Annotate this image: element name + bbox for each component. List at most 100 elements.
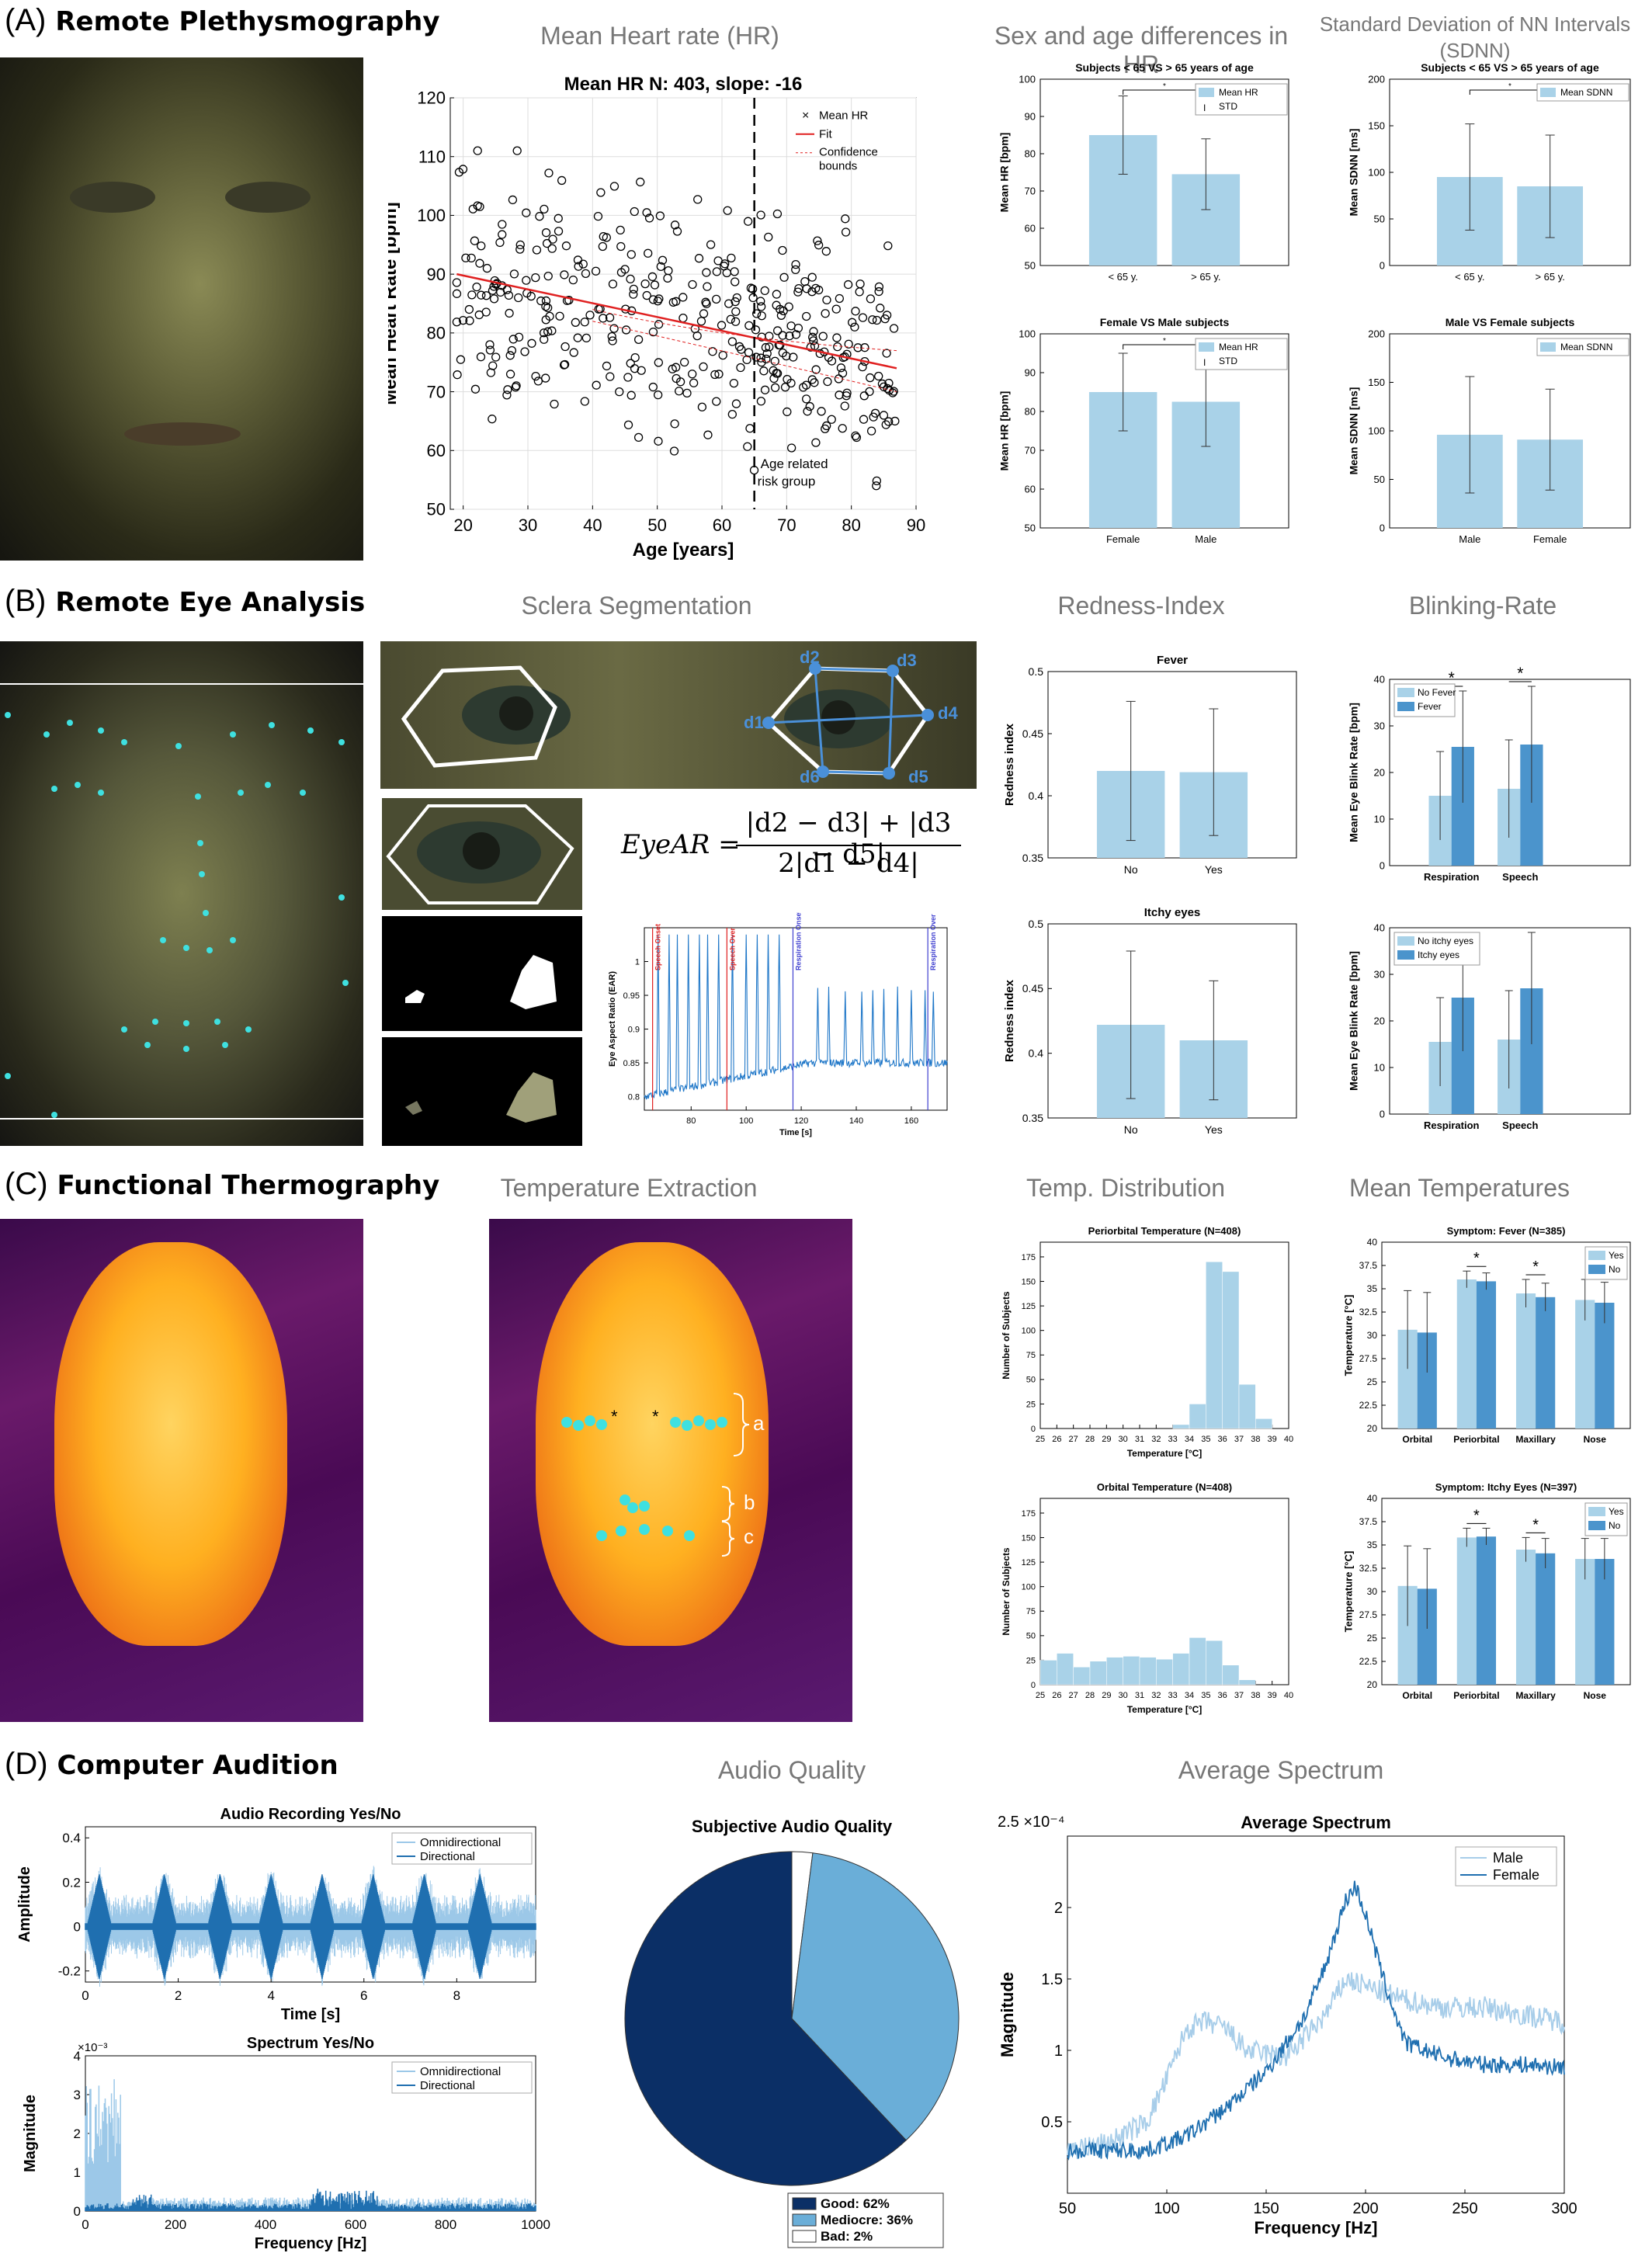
y-tick-label: 150 [1368,377,1385,388]
x-tick-label: 34 [1185,1435,1194,1444]
data-point [848,318,857,327]
data-point [623,373,633,382]
svg-text:*: * [652,1407,659,1426]
risk-group-label: Age related [761,457,828,471]
data-point [656,262,665,271]
histogram-bar [1222,1665,1240,1685]
legend-item: Itchy eyes [1418,949,1459,960]
data-point [477,241,486,251]
data-point [461,253,470,262]
data-point [883,384,892,394]
histogram-bar [1073,1667,1091,1685]
mouth [124,422,241,446]
histogram-bar [1206,1640,1223,1685]
x-tick-label: Male [1195,533,1216,545]
data-point [888,388,897,397]
chart-hr-age: 50 60 70 80 90 100 Mean HR [bpm] Subjects < 65 … [998,61,1289,283]
y-tick-label: 120 [417,89,446,108]
data-point [841,214,850,224]
data-point [791,265,800,275]
data-point [786,443,796,453]
y-tick-label: 25 [1026,1400,1036,1409]
legend-swatch [1397,702,1414,711]
x-tick-label: 37 [1234,1435,1244,1444]
data-point [757,332,766,342]
legend-box [1536,338,1629,356]
x-tick-label: 150 [1253,2200,1279,2217]
y-tick-label: 70 [1025,445,1036,457]
data-point [571,318,581,327]
confidence-bound-upper [592,309,897,352]
y-tick-label: 2 [1054,1900,1063,1917]
data-point [602,233,611,242]
data-point [470,384,481,394]
legend-swatch [1588,1521,1605,1530]
data-point [866,426,876,436]
data-point [458,315,468,325]
data-point [835,293,845,304]
x-tick-label: 30 [1119,1691,1128,1700]
data-point [851,307,860,316]
chart-title: Symptom: Fever (N=385) [1447,1225,1566,1237]
y-tick-label: 200 [1368,328,1385,340]
y-tick-label: 0.35 [1022,852,1043,864]
data-point [809,336,818,345]
x-tick-label: 100 [739,1116,753,1126]
y-tick-label: 30 [1374,969,1385,981]
data-point [515,245,525,254]
x-tick-label: 39 [1268,1691,1277,1700]
chart-title: Fever [1157,654,1188,667]
plot-area [1047,671,1297,859]
data-point [507,345,517,356]
y-tick-label: 90 [1025,367,1036,379]
y-tick-label: 50 [1374,474,1385,485]
data-point [644,213,654,223]
chart-title: Male VS Female subjects [1446,316,1575,328]
data-point [502,391,512,400]
data-point [498,220,507,229]
y-tick-label: 27.5 [1359,1353,1378,1364]
significance-marker: * [1532,1516,1539,1533]
data-point [512,146,522,155]
y-tick-label: 32.5 [1359,1307,1378,1317]
data-point [608,336,617,345]
y-tick-label: 0.5 [1041,2114,1063,2131]
data-point [814,241,824,250]
data-point [779,273,789,282]
y-tick-label: 100 [1019,74,1036,85]
face-photo-rppg [0,57,363,561]
data-point [527,338,536,348]
data-point [890,416,900,426]
data-point [832,333,842,342]
data-point [609,324,619,333]
data-point [626,250,636,259]
legend-item: bounds [819,160,857,173]
data-point [482,263,492,273]
x-tick-label: 30 [519,516,537,535]
heading-mean-temperatures: Mean Temperatures [1349,1174,1570,1202]
axis-exponent: ×10⁻³ [78,2041,107,2054]
data-point [802,284,811,293]
x-tick-label: Male [1459,533,1480,545]
data-point [573,255,583,265]
data-point [727,337,738,346]
section-letter: (D) [5,1747,48,1781]
x-tick-label: 800 [435,2217,456,2232]
formula-numerator: |d2 − d3| + |d3 − d5| [745,807,952,870]
data-point [522,208,531,217]
y-tick-label: 0.35 [1022,1112,1043,1124]
significance-marker: * [1163,82,1166,91]
legend-swatch [1397,950,1414,960]
data-point [717,321,727,330]
data-point [724,299,734,308]
data-point [672,227,682,236]
y-tick-label: 0.45 [1022,727,1043,740]
legend-swatch [1588,1251,1605,1260]
y-axis-label: Magnitude [22,2095,39,2172]
legend-swatch [1540,342,1556,352]
data-point [807,273,817,282]
heading-sclera: Sclera Segmentation [521,592,752,620]
plot-area [1039,1498,1289,1685]
data-point [805,401,814,411]
